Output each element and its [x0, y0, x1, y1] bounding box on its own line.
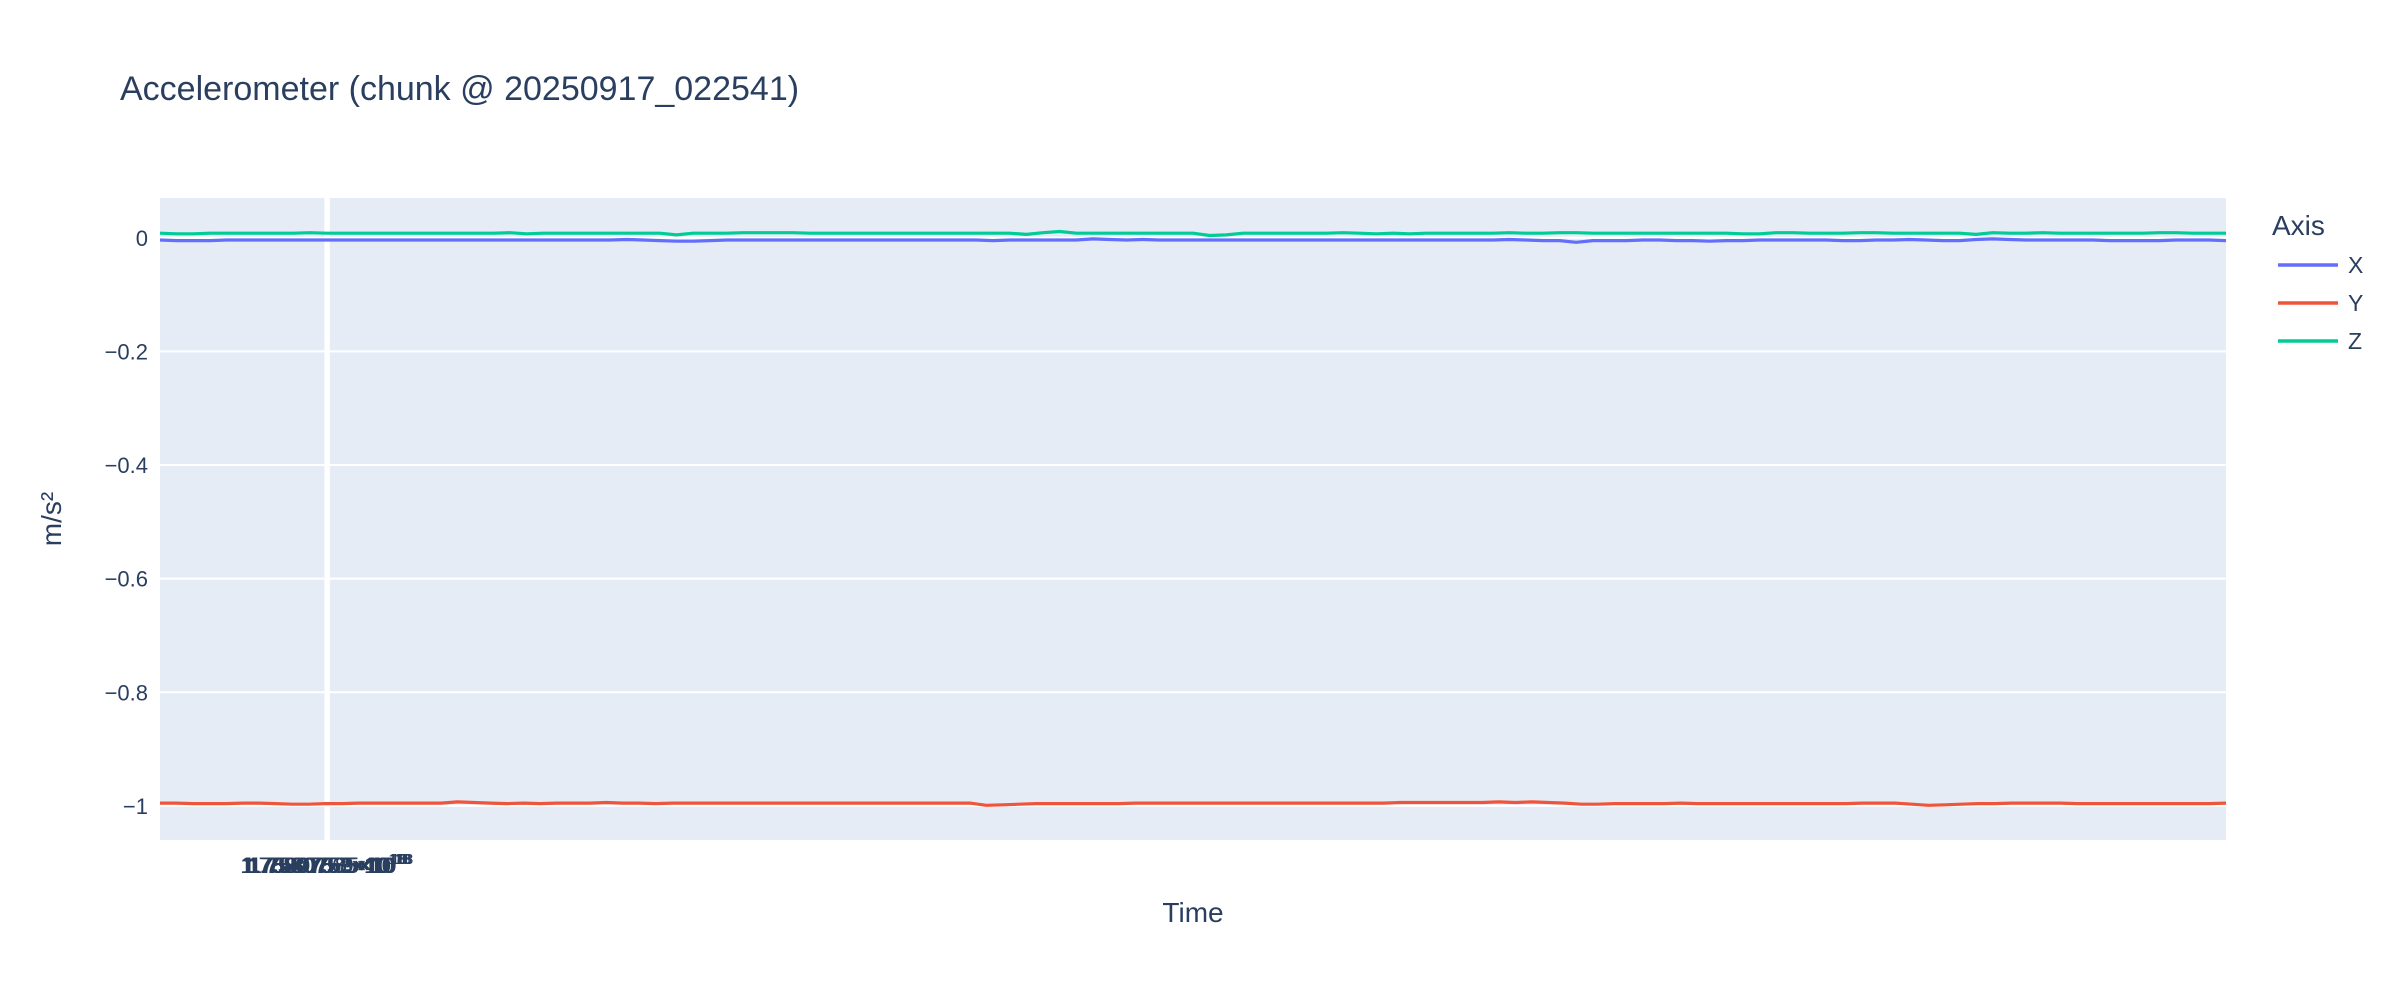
y-tick-label: −0.2: [105, 339, 148, 364]
y-tick-label: −1: [123, 794, 148, 819]
x-tick-label: 1.7580757×1018: [247, 851, 405, 878]
legend-label: Y: [2348, 290, 2363, 316]
x-axis-title: Time: [1162, 897, 1223, 928]
series-line-y: [160, 800, 2227, 807]
legend-label: X: [2348, 252, 2363, 278]
y-tick-label: −0.4: [105, 453, 148, 478]
x-tick-labels: 1.75807565×10181.7580757×10181.75807575×…: [240, 851, 413, 878]
y-tick-label: 0: [136, 226, 148, 251]
legend-items: XYZ: [2278, 252, 2363, 354]
x-tick-label: 1.75807585×1018: [243, 851, 413, 878]
x-tick-label: 1.7580759×1018: [250, 851, 408, 878]
chart-title: Accelerometer (chunk @ 20250917_022541): [120, 70, 799, 108]
y-tick-label: −0.8: [105, 680, 148, 705]
legend: Axis XYZ: [2272, 210, 2363, 354]
legend-item-y[interactable]: Y: [2278, 290, 2363, 316]
y-tick-label: −0.6: [105, 567, 148, 592]
series-line-x: [159, 237, 2227, 244]
y-tick-labels: 0 −0.2 −0.4 −0.6 −0.8 −1: [105, 226, 148, 819]
grid-lines: [160, 198, 2226, 840]
series-line-z: [159, 229, 2226, 238]
x-tick-label: 1.75807565×1018: [240, 851, 410, 878]
plot-area: [160, 198, 2226, 840]
series-lines: [159, 229, 2227, 807]
x-tick-label: 1.7580758×1018: [248, 851, 406, 878]
x-tick-label: 1.75807575×1018: [242, 851, 412, 878]
y-axis-title: m/s²: [36, 492, 67, 546]
legend-title: Axis: [2272, 210, 2325, 241]
legend-item-x[interactable]: X: [2278, 252, 2363, 278]
legend-item-z[interactable]: Z: [2278, 328, 2362, 354]
legend-label: Z: [2348, 328, 2362, 354]
